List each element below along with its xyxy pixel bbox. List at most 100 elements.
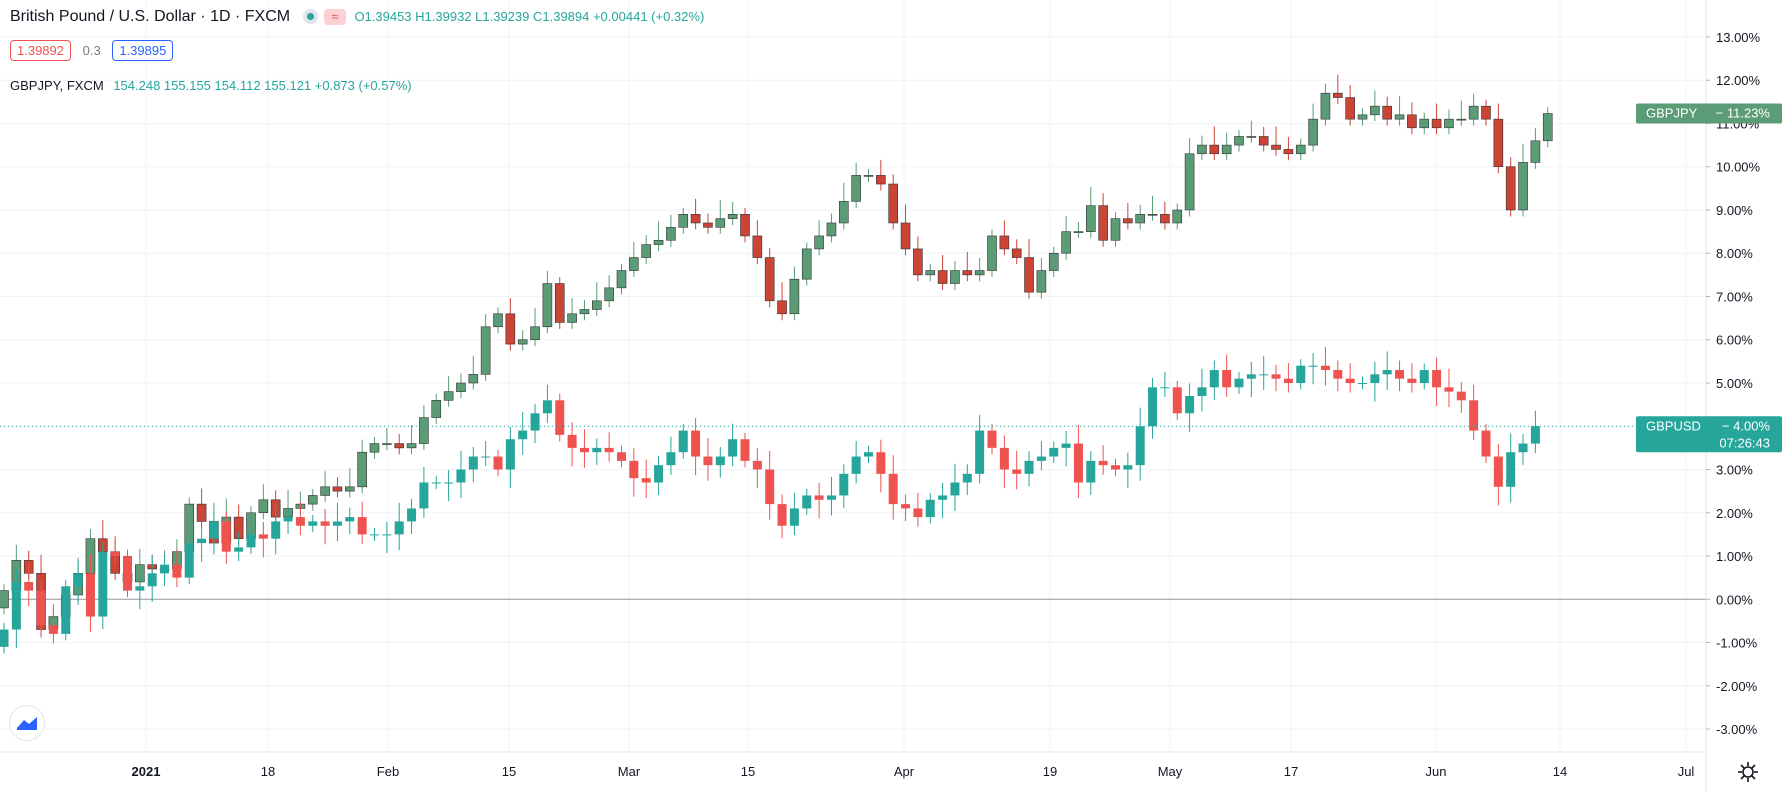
gbpusd-candle (1098, 445, 1108, 475)
gbpusd-body (1333, 370, 1343, 379)
gbpjpy-body (1530, 140, 1541, 163)
gbpjpy-candle (1493, 103, 1504, 174)
gbpusd-body (444, 482, 454, 484)
gbpusd-candle (1111, 458, 1120, 476)
gbpjpy-candle (1320, 83, 1331, 126)
gbpjpy-body (740, 214, 750, 237)
y-tick-label: 12.00% (1716, 73, 1761, 88)
gbpjpy-body (1444, 118, 1454, 129)
gbpusd-candle (1407, 363, 1417, 393)
gbpjpy-candle (1333, 74, 1343, 105)
gbpusd-body (1432, 370, 1442, 388)
gbpusd-body (160, 564, 170, 574)
gbpjpy-candle (1098, 193, 1108, 247)
gbpusd-body (135, 586, 145, 591)
gbpusd-body (518, 430, 528, 440)
gbpjpy-candle (369, 437, 380, 459)
gbpjpy-candle (456, 373, 466, 399)
buy-button[interactable]: 1.39895 (112, 40, 174, 61)
gbpjpy-body (962, 270, 973, 276)
gbpjpy-body (1197, 144, 1207, 155)
gbpusd-body (901, 504, 911, 509)
gbpjpy-candle (1283, 136, 1294, 161)
visibility-toggle-icon[interactable] (302, 9, 318, 25)
gbpjpy-body (1246, 136, 1257, 138)
x-tick-label: 18 (261, 764, 275, 779)
gbpusd-candle (1320, 347, 1330, 386)
gbpjpy-candle (777, 282, 787, 321)
gbpusd-candle (98, 542, 108, 630)
sell-button[interactable]: 1.39892 (10, 40, 71, 61)
gbpusd-candle (271, 502, 281, 555)
gbpjpy-body (604, 287, 614, 302)
gbpjpy-candle (641, 235, 652, 265)
gbpusd-candle (975, 415, 985, 484)
gbpjpy-candle (1172, 203, 1183, 230)
gbpjpy-candle (320, 471, 330, 502)
indicator-wave-icon[interactable]: ≈ (323, 8, 346, 25)
gbpusd-candle (1518, 434, 1528, 465)
gbpusd-body (1024, 460, 1034, 474)
last-value-labels: GBPJPY − 11.23% GBPUSD − 4.00% 07:26:43 (1636, 103, 1782, 453)
gbpjpy-candle (1481, 99, 1491, 126)
y-tick-label: 13.00% (1716, 30, 1761, 45)
gbpusd-body (1086, 460, 1096, 483)
gbpjpy-candle (1271, 126, 1281, 156)
gbpjpy-body (764, 257, 775, 302)
tradingview-logo-icon[interactable] (10, 706, 44, 740)
y-tick-label: 2.00% (1716, 506, 1753, 521)
gbpusd-candle (1172, 380, 1182, 420)
symbol-legend[interactable]: British Pound / U.S. Dollar · 1D · FXCM … (10, 8, 704, 26)
y-tick-label: 3.00% (1716, 463, 1753, 478)
gbpjpy-body (431, 400, 442, 418)
gbpjpy-candle (406, 424, 417, 455)
gbpusd-body (295, 517, 305, 526)
gbpjpy-body (876, 175, 886, 185)
gbpusd-candle (36, 581, 46, 638)
gbpjpy-candle (1542, 107, 1553, 148)
gbpjpy-body (1024, 257, 1034, 293)
gbpusd-candle (925, 493, 935, 524)
x-tick-label: Jul (1678, 764, 1695, 779)
gbpjpy-candle (1234, 129, 1244, 152)
gbpusd-body (728, 439, 738, 457)
gbpusd-candle (654, 455, 664, 496)
gbpusd-candle (1444, 368, 1454, 408)
gbpjpy-body (456, 382, 466, 392)
gbpusd-candle (864, 445, 873, 464)
gbpusd-candle (382, 521, 392, 553)
gbpjpy-body (419, 417, 429, 444)
gbpjpy-body (1073, 231, 1084, 233)
gbpjpy-body (406, 443, 417, 449)
gbpjpy-body (1147, 214, 1158, 216)
time-axis[interactable]: 2021 18 Feb 15 Mar 15 Apr 19 May 17 Jun 14 Jul (132, 764, 1695, 779)
gbpusd-candle (678, 424, 688, 459)
gbpusd-body (1123, 465, 1133, 470)
gbpusd-candle (0, 623, 9, 654)
gbpusd-candle (258, 521, 268, 558)
gbpjpy-body (258, 499, 269, 514)
gbpusd-body (123, 556, 132, 591)
gbpusd-body (1518, 443, 1528, 453)
gbpjpy-candle (913, 236, 923, 282)
gbpjpy-candle (715, 200, 726, 234)
gbpjpy-candle (999, 220, 1010, 256)
gbpusd-candle (407, 498, 417, 534)
gbpusd-candle (629, 448, 639, 497)
compare-legend[interactable]: GBPJPY, FXCM 154.248 155.155 154.112 155… (10, 78, 412, 93)
gbpusd-candle (1271, 364, 1281, 392)
gbpusd-candle (1061, 431, 1071, 467)
gbpusd-candle (456, 450, 466, 499)
gbpusd-candle (1012, 450, 1022, 490)
gbpjpy-candle (851, 162, 861, 208)
gbpusd-candle (123, 549, 132, 598)
gbpusd-body (382, 534, 392, 536)
gbpusd-body (691, 430, 701, 457)
gbpjpy-candle (1147, 195, 1158, 221)
gear-icon[interactable] (1736, 760, 1760, 784)
gbpjpy-series (0, 74, 1553, 637)
gbpjpy-body (530, 326, 540, 341)
gbpusd-body (1382, 370, 1392, 375)
